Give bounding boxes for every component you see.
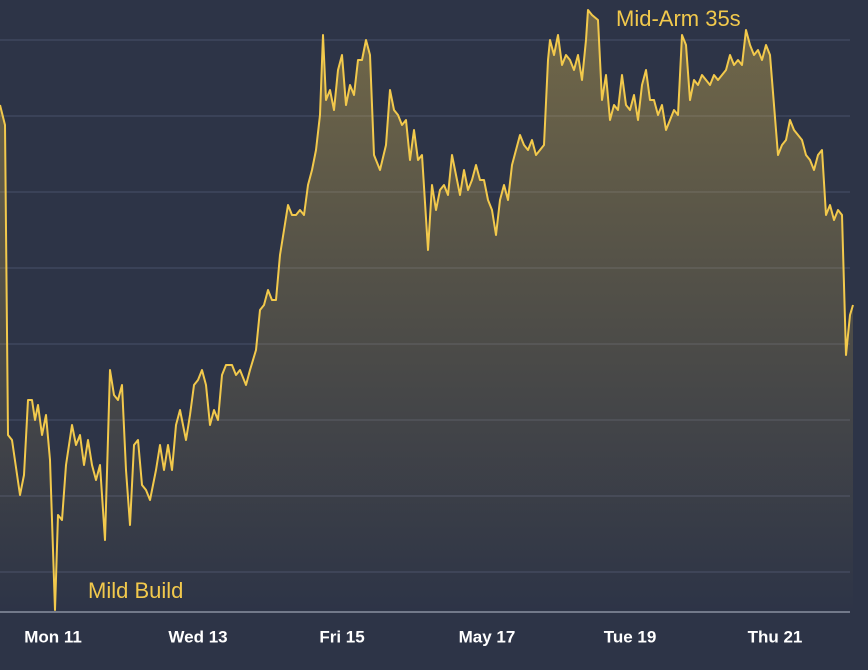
- x-tick-label: Mon 11: [24, 627, 82, 646]
- x-tick-label: Wed 13: [168, 627, 227, 646]
- area: [0, 10, 853, 612]
- x-tick-label: Fri 15: [319, 627, 364, 646]
- annotation: Mild Build: [88, 578, 183, 603]
- x-tick-label: Tue 19: [604, 627, 657, 646]
- x-tick-label: Thu 21: [748, 627, 803, 646]
- annotation: Mid-Arm 35s: [616, 6, 741, 31]
- x-tick-label: May 17: [459, 627, 516, 646]
- line: [0, 9, 854, 611]
